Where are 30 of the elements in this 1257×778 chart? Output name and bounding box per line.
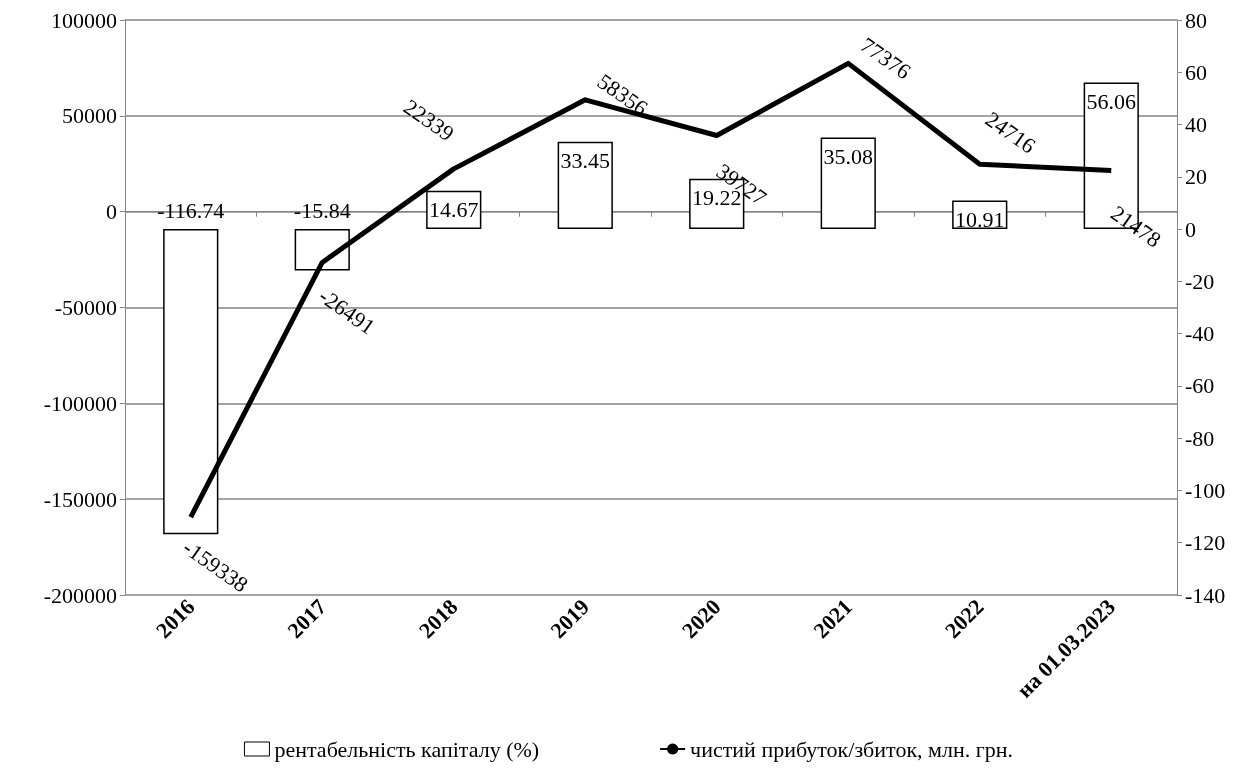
y-tick-label: 100000 (51, 7, 117, 33)
legend-label: рентабельність капіталу (%) (274, 736, 540, 762)
data-label: -15.84 (293, 197, 351, 223)
y2-tick-label: 60 (1185, 59, 1207, 85)
y2-tick-label: -120 (1185, 530, 1226, 556)
y-tick-label: -200000 (43, 582, 117, 608)
data-label: 14.67 (429, 197, 479, 223)
y-tick-label: -150000 (43, 486, 117, 512)
y2-tick-label: -40 (1185, 321, 1215, 347)
y2-tick-label: -80 (1185, 425, 1215, 451)
y2-tick-label: 40 (1185, 112, 1207, 138)
data-label: 33.45 (560, 148, 610, 174)
bar (557, 141, 613, 230)
y2-tick-label: 0 (1185, 216, 1196, 242)
y2-tick-label: -60 (1185, 373, 1215, 399)
y-tick-label: 50000 (62, 103, 117, 129)
data-label: -116.74 (157, 197, 225, 223)
data-label: 56.06 (1086, 89, 1136, 115)
y2-tick-label: 20 (1185, 164, 1207, 190)
bar (820, 137, 876, 230)
legend-label: чистий прибуток/збиток, млн. грн. (690, 736, 1014, 762)
y-tick-label: -100000 (43, 390, 117, 416)
y2-tick-label: -140 (1185, 582, 1226, 608)
data-label: 35.08 (823, 143, 873, 169)
data-label: 10.91 (955, 207, 1005, 233)
y2-tick-label: -20 (1185, 268, 1215, 294)
y2-tick-label: 80 (1185, 7, 1207, 33)
y-tick-label: 0 (106, 199, 117, 225)
y-tick-label: -50000 (54, 295, 117, 320)
y2-tick-label: -100 (1185, 477, 1226, 503)
